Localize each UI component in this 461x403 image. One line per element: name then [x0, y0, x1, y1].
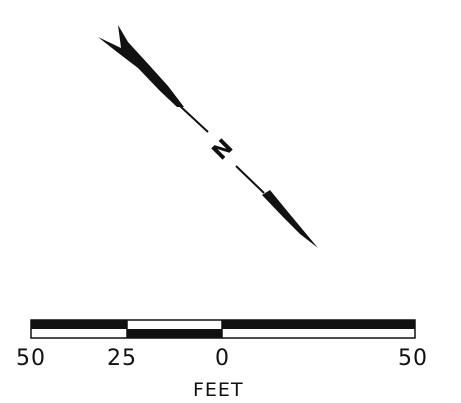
north-arrow-shaft-lower	[235, 165, 265, 194]
north-arrow-tail	[98, 25, 184, 107]
scale-bar-segment	[222, 320, 415, 329]
svg-text:N: N	[208, 135, 239, 166]
north-arrow-shaft-upper	[179, 105, 209, 133]
north-arrow-icon: N	[98, 25, 318, 248]
scale-tick-label-0: 0	[215, 346, 230, 371]
scale-unit-label: FEET	[193, 379, 244, 401]
scale-tick-label-50-right: 50	[398, 346, 428, 371]
scale-tick-label-25: 25	[107, 346, 137, 371]
scale-bar-segment	[31, 320, 127, 329]
north-arrow-letter: N	[208, 135, 239, 166]
scale-tick-label-50-left: 50	[16, 346, 46, 371]
north-arrow-head	[262, 190, 318, 248]
scale-bar-segment	[127, 329, 222, 338]
scale-bar	[30, 319, 416, 339]
